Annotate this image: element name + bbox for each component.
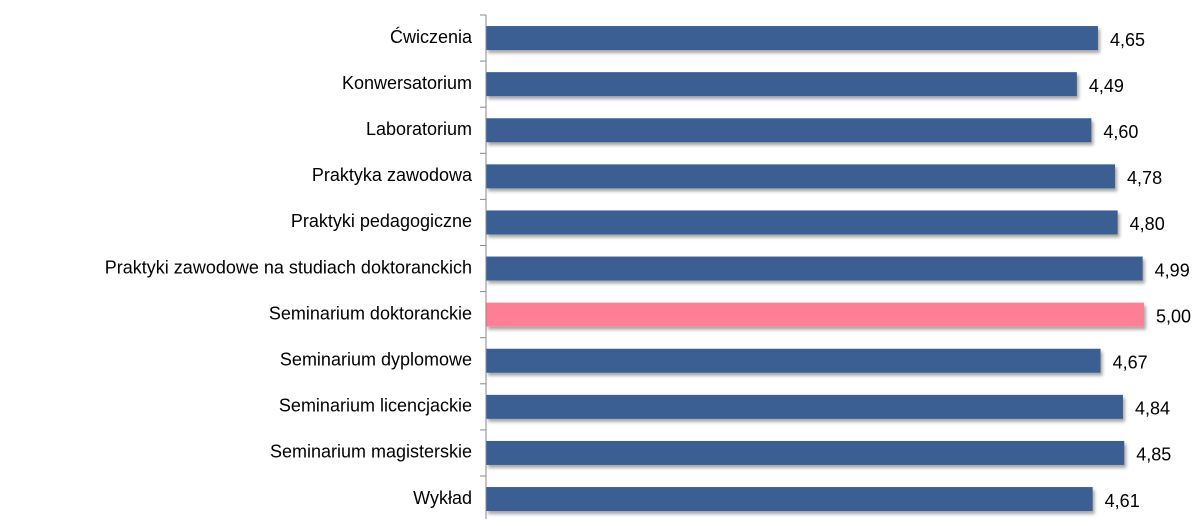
value-label: 4,49	[1089, 76, 1124, 96]
category-label: Ćwiczenia	[390, 26, 473, 47]
value-label: 5,00	[1156, 306, 1191, 326]
category-label: Seminarium licencjackie	[279, 396, 472, 416]
category-label: Wykład	[413, 488, 472, 508]
value-label: 4,78	[1127, 168, 1162, 188]
value-label: 4,80	[1130, 214, 1165, 234]
bar	[486, 348, 1101, 373]
bar	[486, 118, 1092, 143]
bar	[486, 256, 1143, 281]
value-label: 4,99	[1155, 260, 1190, 280]
value-label: 4,61	[1105, 491, 1140, 511]
value-label: 4,60	[1103, 122, 1138, 142]
category-label: Praktyki zawodowe na studiach doktoranck…	[105, 257, 472, 277]
category-label: Seminarium magisterskie	[270, 442, 472, 462]
bar	[486, 164, 1116, 189]
category-label: Laboratorium	[366, 119, 472, 139]
value-label: 4,65	[1110, 30, 1145, 50]
value-label: 4,67	[1113, 353, 1148, 373]
bar	[486, 210, 1118, 235]
value-label: 4,84	[1135, 399, 1170, 419]
bar	[486, 72, 1077, 97]
bar	[486, 302, 1144, 327]
category-label: Praktyka zawodowa	[312, 165, 473, 185]
bar	[486, 26, 1098, 51]
value-label: 4,85	[1136, 445, 1171, 465]
bar	[486, 440, 1125, 465]
category-label: Praktyki pedagogiczne	[291, 211, 472, 231]
bar	[486, 394, 1123, 419]
bar	[486, 487, 1093, 512]
category-label: Seminarium doktoranckie	[269, 303, 472, 323]
category-label: Seminarium dyplomowe	[280, 350, 472, 370]
category-label: Konwersatorium	[342, 73, 472, 93]
